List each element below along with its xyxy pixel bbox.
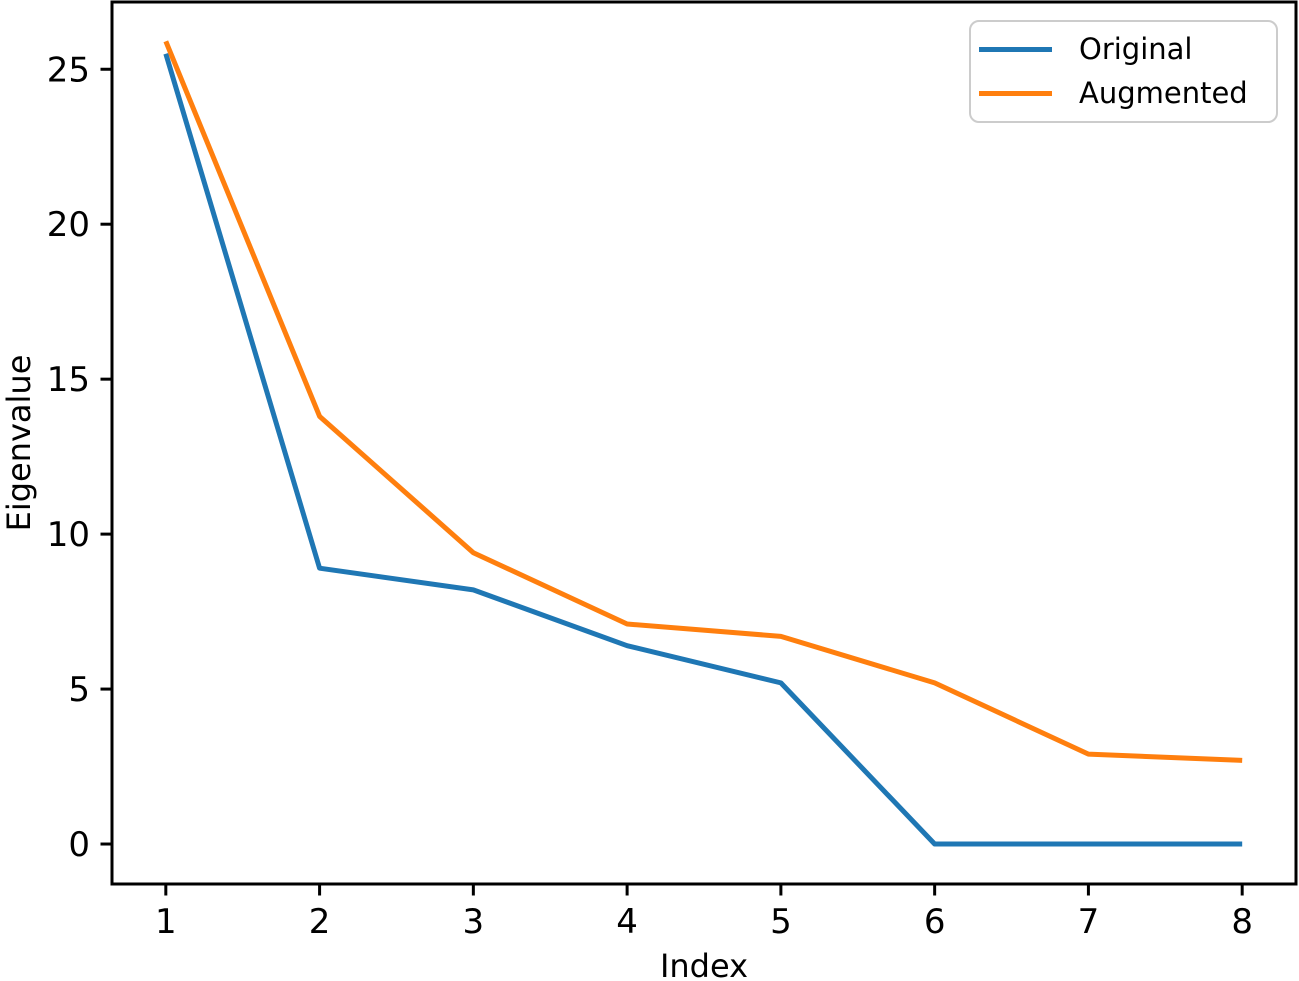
y-tick-label: 0: [68, 825, 90, 865]
x-tick-label: 3: [463, 902, 485, 942]
legend-line-augmented-swatch: [979, 90, 1052, 96]
plot-area: 1 2 3 4 5 6 7 8 0 5 10 15 20 25: [47, 0, 1298, 942]
legend-line-original-swatch: [979, 47, 1052, 53]
y-axis-title: Eigenvalue: [0, 355, 38, 532]
x-tick-label: 1: [155, 902, 177, 942]
plot-border: [110, 0, 1298, 886]
x-tick-label: 5: [770, 902, 792, 942]
x-tick-label: 8: [1231, 902, 1253, 942]
series-line-augmented: [163, 40, 1243, 763]
legend-item-augmented: Augmented: [979, 75, 1276, 110]
x-tick-label: 7: [1078, 902, 1100, 942]
y-tick-label: 15: [47, 360, 90, 400]
legend-label-original: Original: [1079, 32, 1193, 67]
x-axis-title: Index: [660, 947, 748, 981]
x-tick-label: 2: [309, 902, 331, 942]
y-tick-label: 10: [47, 515, 90, 555]
y-tick-label: 5: [68, 670, 90, 710]
x-tick-label: 4: [616, 902, 638, 942]
legend-label-augmented: Augmented: [1079, 75, 1248, 110]
x-tick-label: 6: [924, 902, 946, 942]
legend: Original Augmented: [969, 20, 1278, 123]
y-tick-label: 20: [47, 205, 90, 245]
legend-item-original: Original: [979, 35, 1276, 64]
y-tick-label: 25: [47, 50, 90, 90]
series-line-original: [163, 53, 1243, 847]
